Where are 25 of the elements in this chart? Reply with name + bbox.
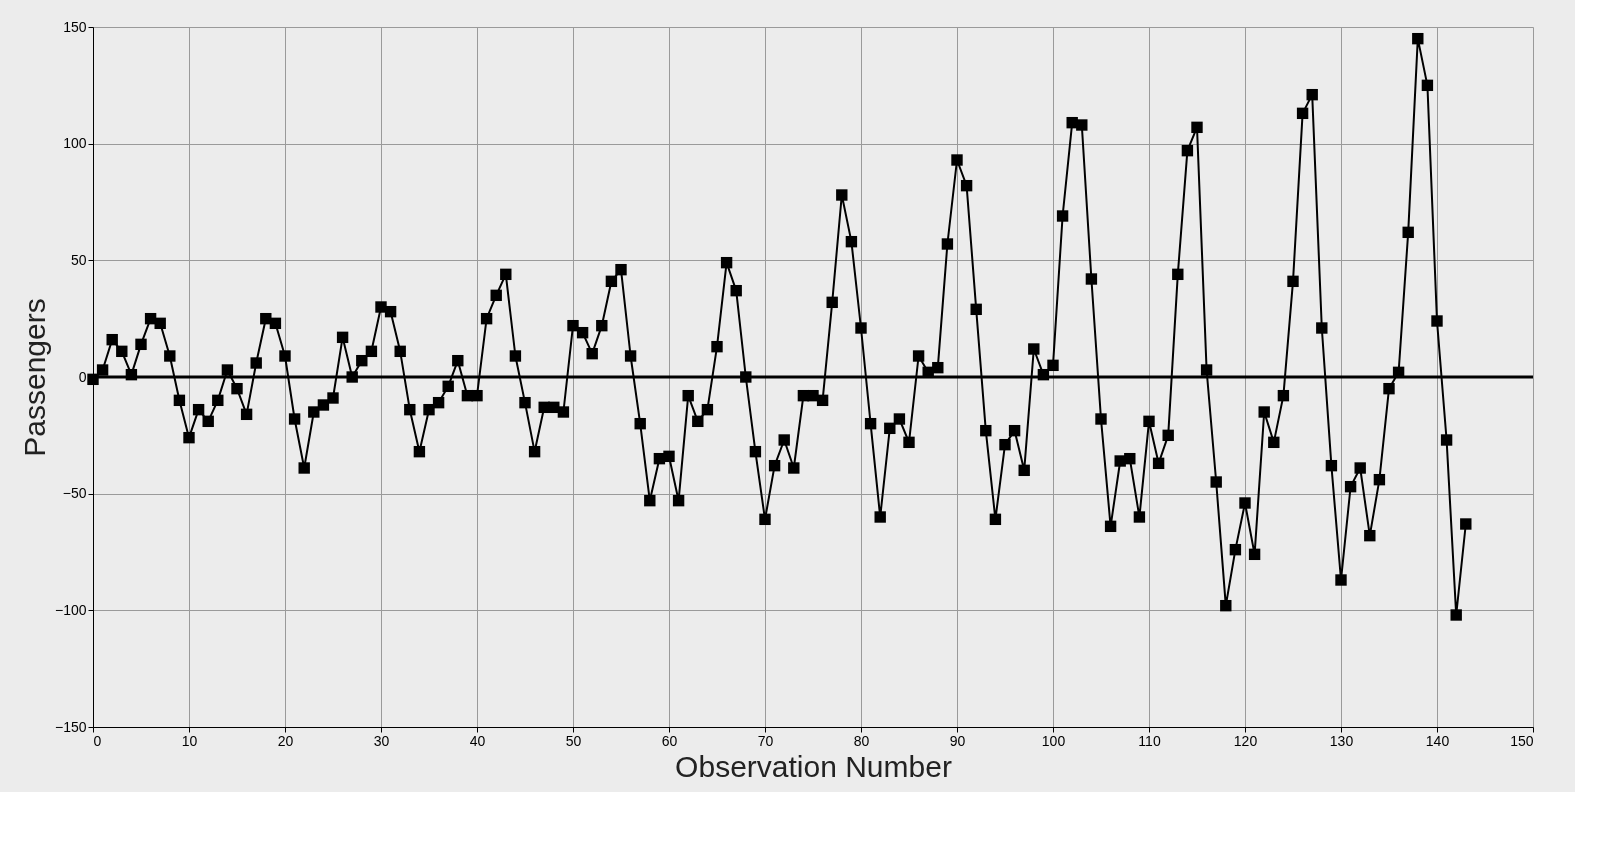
x-tick-label: 140 xyxy=(1425,732,1450,749)
x-tick-label: 130 xyxy=(1329,732,1354,749)
y-tick-label: −50 xyxy=(62,485,87,502)
y-tick-label: −150 xyxy=(54,718,87,735)
x-tick-label: 40 xyxy=(469,732,486,749)
x-tick-label: 50 xyxy=(565,732,582,749)
x-tick-label: 80 xyxy=(853,732,870,749)
x-tick-label: 100 xyxy=(1041,732,1066,749)
x-tick-label: 30 xyxy=(373,732,390,749)
x-tick-label: 0 xyxy=(93,732,102,749)
x-tick-label: 90 xyxy=(949,732,966,749)
y-tick-label: 0 xyxy=(78,368,87,385)
y-tick-label: 150 xyxy=(63,18,87,35)
y-tick-label: 50 xyxy=(70,251,87,268)
x-tick-label: 70 xyxy=(757,732,774,749)
x-tick-label: 60 xyxy=(661,732,678,749)
x-axis-title: Observation Number xyxy=(675,749,952,783)
x-tick-label: 150 xyxy=(1510,732,1534,749)
x-tick-label: 10 xyxy=(181,732,198,749)
y-axis-title: Passengers xyxy=(17,298,51,457)
x-tick-label: 20 xyxy=(277,732,294,749)
x-tick-label: 110 xyxy=(1138,732,1161,749)
x-tick-label: 120 xyxy=(1233,732,1258,749)
y-tick-label: 100 xyxy=(63,135,87,152)
y-tick-label: −100 xyxy=(54,601,87,618)
